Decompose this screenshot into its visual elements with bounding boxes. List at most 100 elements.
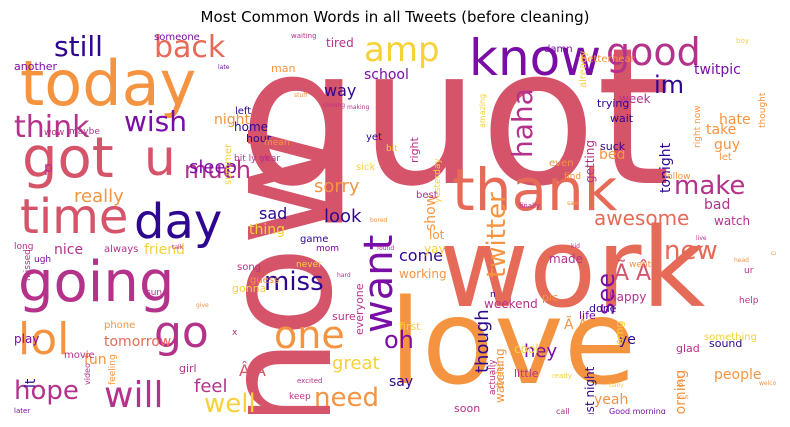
word: finally — [519, 202, 541, 210]
word: well — [204, 389, 256, 414]
word: lost — [676, 375, 685, 390]
word: back — [154, 33, 226, 65]
word: done — [589, 302, 617, 315]
word: talk — [172, 244, 184, 251]
word: lt — [23, 378, 39, 388]
word: working — [399, 267, 447, 281]
word: Ã Â — [564, 317, 588, 333]
word: cool — [514, 342, 539, 356]
word: ready — [552, 372, 572, 380]
word: help — [739, 296, 759, 306]
word: school — [364, 67, 409, 83]
word: hard — [337, 272, 351, 279]
word: im — [654, 71, 685, 99]
word: call — [556, 407, 570, 415]
word: follow — [664, 172, 691, 182]
word: home — [234, 120, 269, 134]
word: life — [579, 309, 596, 322]
word: hey — [524, 341, 558, 362]
word: live — [696, 235, 707, 242]
word: amazing — [478, 93, 487, 128]
word: something — [704, 332, 757, 343]
word: suck — [600, 140, 626, 153]
word: haha — [506, 88, 539, 158]
word: sick — [356, 162, 376, 173]
word: Good morning — [609, 407, 666, 415]
word: twitter — [482, 192, 512, 278]
word: p — [44, 160, 53, 176]
word: night — [214, 112, 251, 128]
word: way — [324, 81, 357, 100]
word: hope — [14, 376, 79, 406]
word: tomorrow — [104, 334, 172, 350]
word: need — [314, 383, 379, 413]
word: thank — [452, 156, 618, 224]
word: right now — [693, 105, 703, 148]
word: friend — [144, 242, 185, 258]
word-cloud: quot now work love today going got u day… — [14, 33, 776, 414]
word: yet — [366, 132, 382, 143]
word: hour — [246, 132, 272, 145]
word: find — [564, 172, 582, 182]
word: kid — [571, 243, 580, 250]
word: n — [490, 290, 496, 300]
word: baby — [609, 382, 624, 389]
word: feeling — [108, 354, 118, 385]
word: fun — [84, 352, 107, 368]
word: getting — [583, 140, 597, 183]
word: new — [664, 236, 718, 266]
word: twitpic — [694, 62, 741, 78]
word: gonna — [232, 282, 267, 295]
word: missed — [23, 249, 33, 281]
word: bed — [599, 147, 626, 163]
word: weekend — [484, 297, 538, 311]
word: coming — [323, 102, 346, 109]
word: day — [134, 194, 223, 250]
word: boy — [736, 37, 749, 45]
word: cut — [679, 394, 689, 401]
word: bit ly — [234, 154, 257, 164]
word: sound — [709, 337, 743, 350]
word: bit — [386, 144, 398, 154]
word: good — [606, 33, 701, 74]
word: summer — [223, 143, 234, 185]
word: thing — [249, 222, 286, 238]
word: guess — [250, 275, 280, 286]
word: thought — [758, 92, 768, 128]
word: lol — [18, 314, 70, 365]
word: got — [22, 126, 114, 191]
word: another — [14, 60, 58, 73]
word: even — [549, 158, 574, 169]
word: keep — [289, 392, 311, 402]
word: went — [629, 260, 652, 270]
word: ur — [744, 266, 754, 276]
word: mom — [316, 244, 340, 254]
word: phone — [104, 320, 136, 331]
word: really — [74, 186, 124, 207]
word: nice — [54, 242, 84, 258]
word: people — [714, 367, 762, 383]
word: best — [416, 190, 438, 201]
word: damn — [544, 44, 573, 55]
word: excited — [297, 377, 323, 385]
word: know — [469, 33, 602, 87]
word: glad — [676, 342, 700, 355]
word: hate — [719, 112, 751, 128]
word: look — [324, 206, 362, 227]
word: much — [184, 156, 251, 184]
word: song — [237, 262, 262, 273]
word: making — [347, 104, 370, 111]
word: oh — [384, 326, 414, 354]
word: going — [18, 250, 175, 315]
word: long — [14, 242, 34, 252]
word: always — [104, 244, 139, 255]
word: found — [377, 245, 395, 252]
word: awesome — [594, 206, 690, 230]
word: made — [549, 252, 584, 266]
word: video — [83, 363, 92, 385]
word: u — [144, 129, 176, 187]
word: yeah — [594, 392, 629, 408]
word: lot — [429, 228, 445, 242]
word: everyone — [353, 283, 366, 335]
word: hear — [612, 54, 635, 65]
